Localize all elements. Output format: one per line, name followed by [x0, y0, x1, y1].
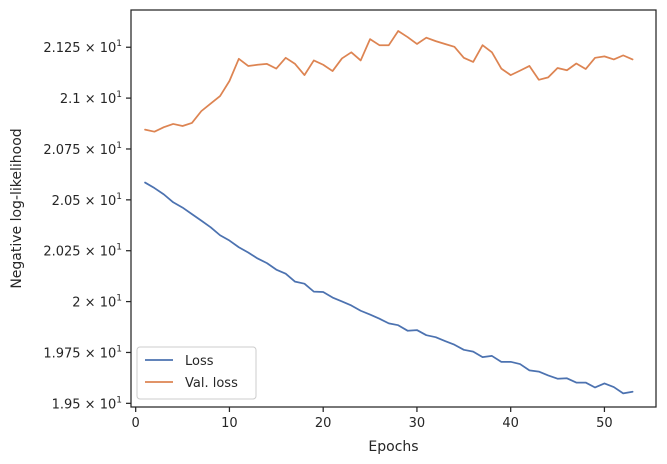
x-tick-label: 50: [596, 416, 613, 431]
legend-label-val-loss: Val. loss: [185, 376, 238, 391]
legend: Loss Val. loss: [136, 346, 257, 400]
legend-label-loss: Loss: [185, 354, 214, 369]
y-tick-label: 2 × 101: [72, 294, 122, 311]
y-tick-label: 2.025 × 101: [43, 243, 122, 260]
series-layer: [144, 30, 634, 395]
y-axis: 1.95 × 101 1.975 × 101 2 × 101 2.025 × 101 2…: [43, 39, 131, 412]
x-tick-label: 10: [221, 416, 238, 431]
x-tick-label: 30: [409, 416, 426, 431]
x-tick-label: 0: [132, 416, 140, 431]
y-axis-label: Negative log-likelihood: [9, 128, 25, 288]
y-tick-label: 1.95 × 101: [52, 395, 122, 412]
x-tick-label: 20: [315, 416, 332, 431]
x-axis: 0 10 20 30 40 50: [132, 407, 613, 431]
plot-frame: [130, 9, 657, 408]
y-tick-label: 2.075 × 101: [43, 141, 122, 158]
series-line-val-loss: [144, 30, 634, 133]
plot-area: [131, 10, 656, 407]
y-tick-label: 2.125 × 101: [43, 39, 122, 56]
y-tick-label: 2.1 × 101: [60, 90, 122, 107]
y-tick-label: 2.05 × 101: [52, 192, 122, 209]
x-tick-label: 40: [502, 416, 519, 431]
x-axis-label: Epochs: [368, 439, 418, 455]
series-line-loss: [144, 181, 634, 395]
y-tick-label: 1.975 × 101: [43, 344, 122, 361]
